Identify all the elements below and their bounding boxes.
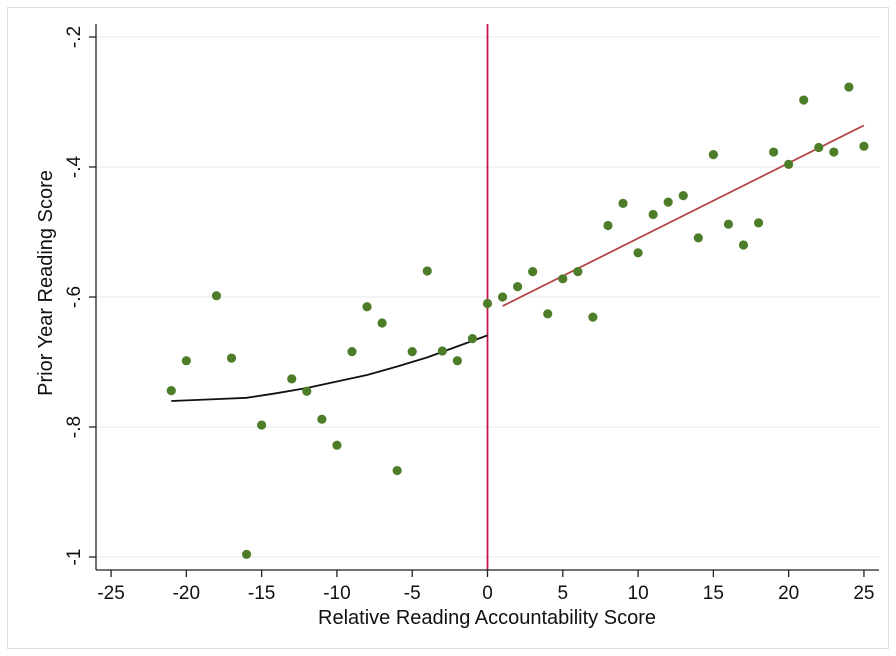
data-point [844, 82, 854, 92]
x-tick-label: 10 [628, 583, 649, 604]
x-tick-label: -10 [323, 583, 350, 604]
data-point [422, 266, 432, 276]
y-tick-label: -.8 [64, 416, 85, 438]
x-tick-label: 0 [482, 583, 493, 604]
x-tick-label: -15 [248, 583, 275, 604]
data-point [513, 282, 523, 292]
y-axis-title: Prior Year Reading Score [35, 170, 57, 396]
data-point [784, 159, 794, 169]
data-point [573, 267, 583, 277]
data-point [693, 233, 703, 243]
data-point [543, 309, 553, 319]
data-point [497, 292, 508, 302]
y-tick-label: -.2 [64, 26, 85, 48]
data-point [467, 334, 478, 344]
data-point [362, 302, 372, 312]
data-point [452, 356, 462, 366]
data-point [768, 147, 779, 157]
data-point [377, 318, 387, 328]
x-tick-label: 20 [778, 583, 799, 604]
data-point [723, 219, 734, 229]
x-tick-label: -20 [173, 583, 200, 604]
data-point [407, 347, 417, 357]
data-point [437, 346, 447, 356]
data-point [332, 440, 342, 450]
x-tick-label: 25 [853, 583, 874, 604]
data-point [648, 209, 658, 220]
x-axis-title: Relative Reading Accountability Score [318, 607, 656, 629]
chart-frame [7, 7, 889, 649]
data-point [347, 347, 357, 357]
data-point [392, 465, 402, 476]
data-point [181, 356, 191, 366]
x-tick-label: -25 [97, 583, 124, 604]
x-tick-label: 15 [703, 583, 724, 604]
data-points [166, 82, 869, 560]
data-point [302, 386, 312, 396]
data-point [482, 298, 493, 309]
data-point [166, 386, 176, 396]
data-point [753, 218, 764, 228]
x-tick-label: -5 [404, 583, 421, 604]
data-point [558, 274, 568, 284]
data-point [859, 141, 869, 151]
data-point [588, 312, 598, 322]
y-tick-label: -.4 [64, 155, 85, 178]
data-point [799, 95, 809, 105]
tick-labels: -1 -.8 -.6 -.4 -.2 -25 -20 -15 -10 -5 0 5 10 15 20 25 [64, 26, 875, 604]
data-point [317, 414, 327, 424]
data-point [678, 191, 688, 201]
y-tick-label: -1 [64, 549, 85, 566]
data-point [663, 197, 673, 207]
data-point [633, 248, 643, 258]
left-fit-line [171, 334, 488, 402]
data-point [241, 549, 252, 560]
x-tick-label: 5 [557, 583, 568, 604]
data-point [829, 147, 839, 157]
axes [89, 24, 879, 577]
data-point [738, 240, 749, 250]
data-point [603, 220, 613, 231]
data-point [211, 291, 222, 301]
data-point [708, 150, 718, 160]
data-point [226, 353, 237, 363]
data-point [257, 420, 267, 430]
data-point [287, 374, 297, 384]
data-point [528, 267, 538, 277]
data-point [618, 198, 628, 208]
data-point [814, 142, 824, 153]
y-tick-label: -.6 [64, 286, 85, 308]
